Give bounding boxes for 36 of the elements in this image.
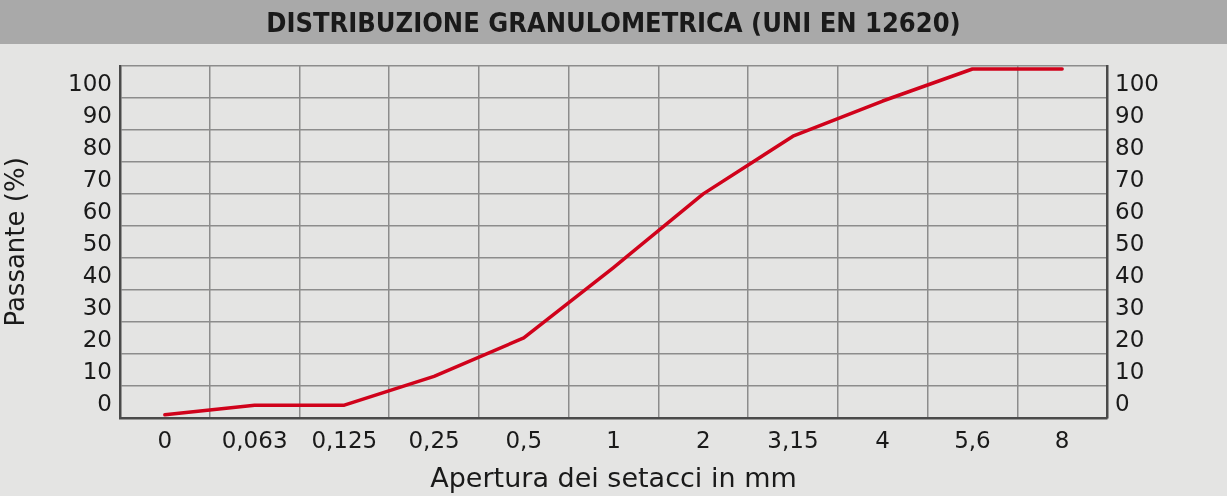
- y2-tick-label: 80: [1115, 133, 1145, 160]
- y-axis-title: Passante (%): [0, 157, 31, 327]
- y-tick-label: 80: [82, 133, 112, 160]
- x-tick-label: 2: [695, 426, 711, 453]
- x-tick-label: 8: [1054, 426, 1070, 453]
- x-tick-label: 0: [157, 426, 173, 453]
- y-tick-label: 70: [82, 165, 112, 192]
- x-tick-label: 0,25: [408, 426, 460, 453]
- chart-title: DISTRIBUZIONE GRANULOMETRICA (UNI EN 12620): [0, 0, 1227, 44]
- x-tick-label: 4: [875, 426, 890, 453]
- y2-tick-label: 60: [1115, 197, 1145, 224]
- y-tick-label: 0: [97, 389, 112, 416]
- y-tick-label: 30: [82, 293, 112, 320]
- y2-tick-label: 40: [1115, 261, 1145, 288]
- x-axis-title: Apertura dei setacci in mm: [430, 461, 797, 493]
- y-tick-label: 50: [82, 229, 112, 256]
- y2-tick-label: 100: [1115, 69, 1159, 96]
- y2-tick-label: 90: [1115, 101, 1145, 128]
- y2-tick-label: 0: [1115, 389, 1130, 416]
- y-tick-label: 40: [82, 261, 112, 288]
- x-tick-label: 3,15: [767, 426, 819, 453]
- y-tick-label: 90: [82, 101, 112, 128]
- y2-tick-label: 30: [1115, 293, 1145, 320]
- y-tick-label: 20: [82, 325, 112, 352]
- x-tick-label: 1: [606, 426, 621, 453]
- y2-tick-label: 20: [1115, 325, 1145, 352]
- x-tick-label: 0,5: [505, 426, 543, 453]
- y-tick-label: 60: [82, 197, 112, 224]
- y-tick-label: 10: [82, 357, 112, 384]
- x-tick-label: 0,063: [221, 426, 288, 453]
- y2-tick-label: 50: [1115, 229, 1145, 256]
- y2-tick-label: 70: [1115, 165, 1145, 192]
- x-tick-label: 0,125: [311, 426, 378, 453]
- y-tick-label: 100: [68, 69, 112, 96]
- y2-tick-label: 10: [1115, 357, 1145, 384]
- x-tick-label: 5,6: [954, 426, 991, 453]
